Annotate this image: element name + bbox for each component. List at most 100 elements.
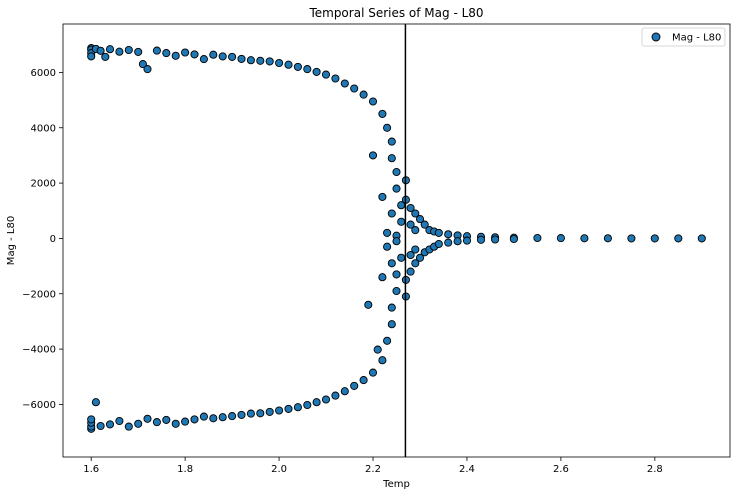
data-point [275, 406, 284, 415]
data-point [397, 217, 406, 226]
data-point [190, 415, 199, 424]
data-point [387, 303, 396, 312]
data-point [124, 422, 133, 431]
data-point [209, 414, 218, 423]
legend-box [641, 27, 726, 47]
data-point [350, 84, 359, 93]
data-point [87, 415, 96, 424]
data-point [387, 209, 396, 218]
data-point [392, 286, 401, 296]
data-point [697, 234, 706, 243]
x-tick-label: 1.6 [83, 464, 99, 475]
data-point [181, 48, 190, 57]
data-point [444, 230, 453, 239]
data-point [373, 345, 382, 354]
data-point [115, 416, 124, 426]
data-point [383, 228, 392, 237]
data-point [340, 79, 349, 88]
data-point [171, 419, 180, 428]
data-point [406, 220, 415, 229]
data-points [87, 44, 706, 433]
data-point [331, 391, 340, 400]
legend: Mag - L80 [641, 27, 726, 47]
data-point [476, 235, 486, 244]
data-point [246, 56, 255, 65]
data-point [406, 267, 415, 276]
data-point [293, 62, 302, 71]
data-point [406, 250, 415, 260]
data-point [321, 70, 331, 79]
data-point [392, 167, 401, 177]
data-point [171, 51, 180, 60]
data-point [87, 52, 96, 61]
data-point [105, 420, 115, 429]
data-point [134, 419, 143, 428]
x-tick-label: 2.2 [365, 464, 381, 475]
y-tick-label: 2000 [31, 179, 56, 190]
data-point [627, 234, 636, 243]
y-axis-title: Mag - L80 [6, 216, 17, 265]
data-point [237, 54, 246, 63]
data-point [387, 137, 396, 146]
data-point [556, 234, 565, 243]
data-point [364, 300, 373, 309]
data-point [378, 273, 387, 282]
data-point [378, 109, 387, 118]
data-point [392, 270, 401, 279]
data-point [284, 404, 293, 413]
data-point [96, 421, 105, 431]
data-point [359, 376, 368, 385]
x-tick-label: 2.6 [553, 464, 569, 475]
data-point [392, 237, 401, 246]
data-point [275, 58, 284, 68]
data-point [392, 184, 401, 193]
data-point [406, 203, 415, 213]
data-point [509, 234, 518, 244]
data-point [603, 234, 612, 243]
x-tick-label: 2.4 [459, 464, 475, 475]
data-point [331, 74, 340, 83]
data-point [340, 387, 349, 396]
data-point [228, 52, 237, 61]
legend-marker [651, 32, 661, 42]
data-point [284, 60, 293, 69]
data-point [350, 381, 359, 390]
data-point [265, 407, 274, 416]
data-point [359, 90, 368, 99]
data-point [444, 238, 453, 247]
data-point [533, 233, 542, 243]
data-point [209, 50, 218, 59]
data-point [134, 47, 143, 56]
data-point [434, 239, 443, 249]
data-point [415, 215, 425, 224]
data-point [237, 410, 246, 419]
data-point [162, 49, 171, 58]
y-axis: −6000 −4000 −2000 0 2000 4000 6000 [22, 68, 63, 411]
data-point [378, 356, 387, 365]
data-point [143, 414, 152, 423]
data-point [190, 50, 199, 59]
data-point [105, 45, 115, 54]
data-point [228, 412, 237, 421]
data-point [415, 253, 425, 262]
plot-area [62, 23, 731, 458]
data-point [256, 409, 265, 418]
data-point [383, 242, 392, 251]
y-tick-label: 0 [50, 234, 56, 245]
data-point [462, 236, 472, 245]
data-point [256, 56, 265, 65]
data-point [181, 417, 190, 426]
data-point [101, 52, 110, 61]
data-point [124, 45, 133, 55]
x-tick-label: 2.8 [647, 464, 663, 475]
data-point [411, 226, 420, 235]
x-axis-title: Temp [382, 479, 410, 490]
data-point [411, 245, 420, 254]
data-point [138, 60, 147, 69]
data-point [162, 415, 171, 424]
plot-frame [62, 23, 731, 458]
data-point [397, 253, 406, 262]
y-tick-label: 6000 [31, 68, 56, 79]
data-point [420, 220, 429, 229]
